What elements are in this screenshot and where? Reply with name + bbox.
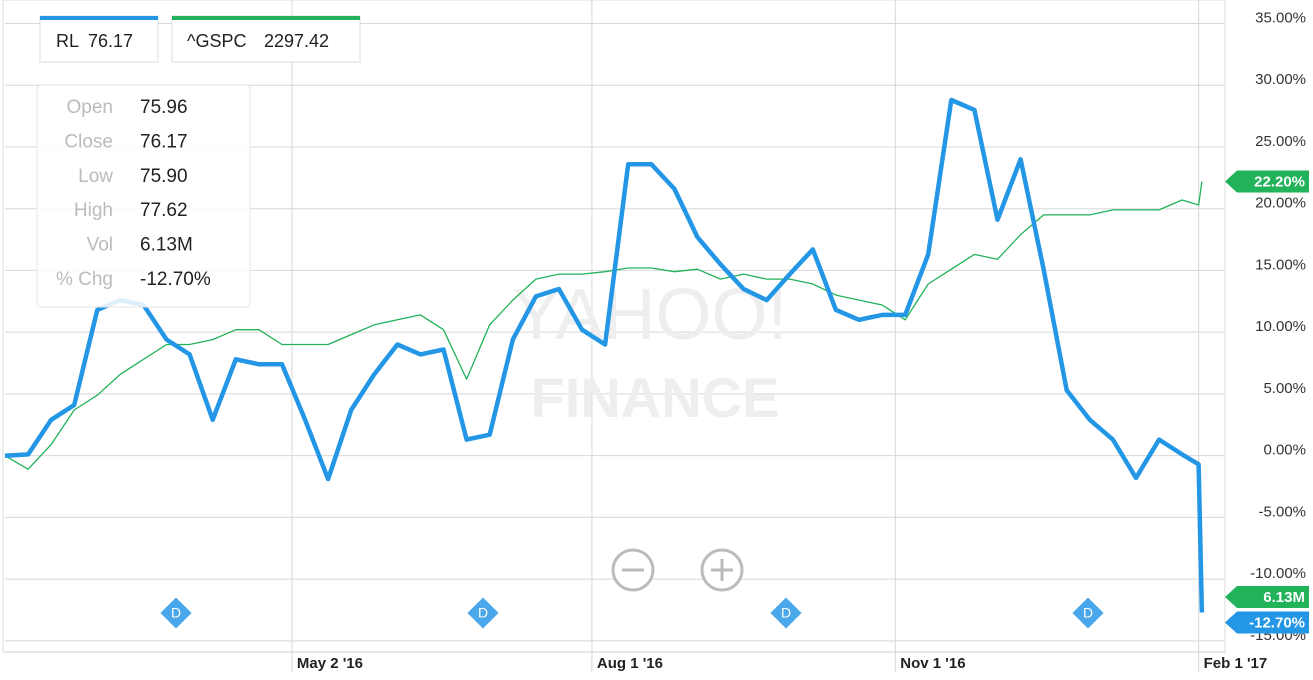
dividend-label: D	[781, 605, 791, 621]
tooltip-panel	[36, 84, 251, 308]
tooltip: Open 75.96 Close 76.17 Low 75.90 High 77.62 Vol 6…	[56, 97, 211, 290]
tooltip-value: 75.96	[140, 97, 188, 118]
dividend-label: D	[478, 605, 488, 621]
value-tag	[1225, 170, 1309, 193]
legend-price: 76.17	[88, 31, 133, 51]
tooltip-value: 75.90	[140, 166, 188, 187]
tooltip-label: Open	[67, 97, 113, 118]
y-tick-label: 10.00%	[1255, 318, 1306, 335]
tooltip-value: 76.17	[140, 131, 188, 152]
legend-rl[interactable]: RL 76.17	[39, 15, 159, 63]
value-tag	[1225, 611, 1309, 634]
dividend-label: D	[1083, 605, 1093, 621]
zoom-out[interactable]	[611, 548, 655, 592]
watermark: FINANCE	[531, 366, 780, 429]
tooltip-label: Low	[78, 166, 113, 187]
value-tag	[1225, 586, 1309, 608]
tooltip-label: % Chg	[56, 269, 113, 290]
zoom-in[interactable]	[700, 548, 744, 592]
y-tick-label: 0.00%	[1263, 442, 1306, 459]
legend-name: RL	[56, 31, 79, 51]
x-tick-label: Nov 1 '16	[900, 655, 965, 672]
tooltip-label: Close	[64, 131, 113, 152]
tooltip-value: 77.62	[140, 200, 188, 221]
legend-gspc[interactable]: ^GSPC 2297.42	[171, 15, 361, 63]
lines	[4, 97, 1205, 613]
series-line	[4, 97, 1205, 613]
tooltip-label: High	[74, 200, 113, 221]
watermark: YAHOO!	[513, 275, 788, 355]
value-tags: -12.70% 22.20% 6.13M	[1225, 170, 1309, 634]
y-tick-label: -5.00%	[1258, 503, 1306, 520]
tooltip-value: 6.13M	[140, 235, 193, 256]
y-tick-label: 25.00%	[1255, 133, 1306, 150]
tooltip-label: Vol	[87, 235, 113, 256]
tooltip-value: -12.70%	[140, 269, 211, 290]
value-tag-label: -12.70%	[1249, 614, 1305, 631]
legend-name: ^GSPC	[187, 31, 246, 51]
x-tick-label: May 2 '16	[297, 655, 363, 672]
y-tick-label: 30.00%	[1255, 71, 1306, 88]
y-tick-label: 35.00%	[1255, 9, 1306, 26]
legend-price: 2297.42	[264, 31, 329, 51]
y-tick-label: 20.00%	[1255, 195, 1306, 212]
dividend-label: D	[171, 605, 181, 621]
value-tag-label: 22.20%	[1254, 173, 1305, 190]
y-tick-label: -10.00%	[1250, 565, 1306, 582]
dividend-marker	[467, 597, 499, 629]
y-tick-label: 5.00%	[1263, 380, 1306, 397]
y-tick-label: 15.00%	[1255, 256, 1306, 273]
value-tag-label: 6.13M	[1263, 589, 1305, 606]
x-tick-label: Aug 1 '16	[597, 655, 663, 672]
x-tick-label: Feb 1 '17	[1204, 655, 1268, 672]
